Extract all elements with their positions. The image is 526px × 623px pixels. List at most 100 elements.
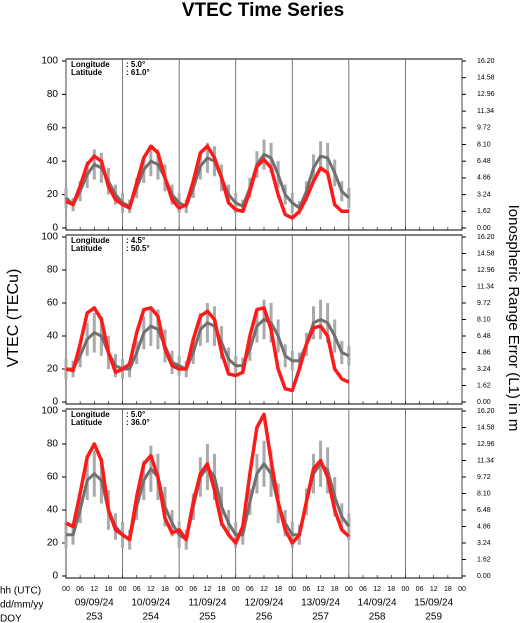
y2-tick-label: 4.86 — [477, 523, 491, 530]
y2-tick-label: 3.24 — [477, 540, 491, 547]
y2-tick-label: 9.72 — [477, 125, 491, 132]
vtec-line — [65, 412, 351, 545]
x-tick-label: 12 — [204, 586, 212, 593]
x-tick-label: 18 — [105, 586, 113, 593]
y-tick-label: 20 — [47, 189, 59, 200]
doy-label: 257 — [312, 612, 329, 623]
x-tick-label: 12 — [90, 586, 98, 593]
y-tick-label: 40 — [47, 505, 59, 516]
x-tick-label: 18 — [218, 586, 226, 593]
y-tick-label: 0 — [52, 397, 58, 408]
y2-tick-label: 14.58 — [477, 424, 495, 431]
x-tick-label: 06 — [359, 586, 367, 593]
y2-tick-label: 12.96 — [477, 267, 495, 274]
annotation-value: : 5.0° — [126, 410, 145, 419]
y-tick-label: 80 — [47, 89, 59, 100]
y2-tick-label: 6.48 — [477, 158, 491, 165]
x-tick-label: 18 — [331, 586, 339, 593]
y2-tick-label: 9.72 — [477, 474, 491, 481]
x-tick-label: 00 — [458, 586, 466, 593]
y-tick-label: 0 — [52, 223, 58, 234]
y-tick-label: 100 — [41, 232, 58, 243]
date-label: 13/09/24 — [301, 598, 340, 609]
annotation-label: Latitude — [71, 244, 103, 253]
y-tick-label: 60 — [47, 298, 59, 309]
y2-tick-label: 1.62 — [477, 556, 491, 563]
y2-tick-label: 8.10 — [477, 316, 491, 323]
x-tick-label: 12 — [147, 586, 155, 593]
y2-tick-label: 11.34 — [477, 457, 494, 464]
y2-tick-label: 0.00 — [477, 225, 491, 232]
y2-tick-label: 3.24 — [477, 366, 491, 373]
y2-tick-label: 6.48 — [477, 333, 491, 340]
y2-tick-label: 1.62 — [477, 382, 491, 389]
x-tick-label: 06 — [76, 586, 84, 593]
y2-tick-label: 16.20 — [477, 58, 495, 65]
date-label: 09/09/24 — [75, 598, 114, 609]
chart-title: VTEC Time Series — [182, 0, 344, 21]
median-line — [64, 153, 350, 210]
x-tick-label: 12 — [373, 586, 381, 593]
annotation-value: : 4.5° — [126, 236, 145, 245]
y-tick-label: 100 — [41, 56, 58, 67]
annotation-value: : 5.0° — [126, 60, 145, 69]
doy-label: 253 — [86, 612, 103, 623]
y2-tick-label: 4.86 — [477, 175, 491, 182]
row-label: dd/mm/yy — [0, 600, 43, 611]
row-label: DOY — [0, 614, 22, 623]
y2-tick-label: 8.10 — [477, 490, 491, 497]
annotation-label: Longitude — [71, 410, 110, 419]
annotation-label: Latitude — [71, 418, 103, 427]
doy-label: 255 — [199, 612, 216, 623]
x-tick-label: 18 — [161, 586, 169, 593]
date-label: 10/09/24 — [131, 598, 170, 609]
y2-tick-label: 0.00 — [477, 573, 491, 580]
x-tick-label: 06 — [246, 586, 254, 593]
y-tick-label: 100 — [41, 406, 58, 417]
y2-tick-label: 14.58 — [477, 75, 495, 82]
vtec-line — [65, 144, 349, 220]
y-tick-label: 0 — [52, 571, 58, 582]
annotation-value: : 50.5° — [126, 244, 150, 253]
annotation-value: : 36.0° — [126, 418, 150, 427]
annotation-label: Latitude — [71, 68, 103, 77]
date-label: 11/09/24 — [188, 598, 227, 609]
y-tick-label: 80 — [47, 265, 59, 276]
y2-tick-label: 3.24 — [477, 191, 491, 198]
y-axis-label: VTEC (TECu) — [5, 269, 22, 368]
x-tick-label: 00 — [175, 586, 183, 593]
y2-tick-label: 8.10 — [477, 141, 491, 148]
y-tick-label: 60 — [47, 122, 59, 133]
y2-tick-label: 1.62 — [477, 208, 491, 215]
annotation-label: Longitude — [71, 236, 110, 245]
y-tick-label: 60 — [47, 472, 59, 483]
x-tick-label: 00 — [288, 586, 296, 593]
y-tick-label: 40 — [47, 331, 59, 342]
x-tick-label: 18 — [444, 586, 452, 593]
x-tick-label: 00 — [345, 586, 353, 593]
date-label: 15/09/24 — [414, 598, 453, 609]
x-tick-label: 06 — [189, 586, 197, 593]
y2-tick-label: 6.48 — [477, 507, 491, 514]
y-tick-label: 20 — [47, 538, 59, 549]
x-tick-label: 00 — [119, 586, 127, 593]
doy-label: 254 — [143, 612, 160, 623]
y2-tick-label: 16.20 — [477, 408, 495, 415]
doy-label: 256 — [256, 612, 273, 623]
x-tick-label: 12 — [260, 586, 268, 593]
y2-tick-label: 0.00 — [477, 399, 491, 406]
y-tick-label: 80 — [47, 439, 59, 450]
x-tick-label: 06 — [133, 586, 141, 593]
x-tick-label: 18 — [274, 586, 282, 593]
x-tick-label: 12 — [430, 586, 438, 593]
annotation-value: : 61.0° — [126, 68, 150, 77]
y2-tick-label: 11.34 — [477, 283, 494, 290]
doy-label: 259 — [425, 612, 442, 623]
x-tick-label: 18 — [387, 586, 395, 593]
x-tick-label: 12 — [317, 586, 325, 593]
y2-axis-label: Ionospheric Range Error (L1) in m — [505, 205, 522, 432]
y2-tick-label: 12.96 — [477, 441, 495, 448]
x-tick-label: 00 — [232, 586, 240, 593]
